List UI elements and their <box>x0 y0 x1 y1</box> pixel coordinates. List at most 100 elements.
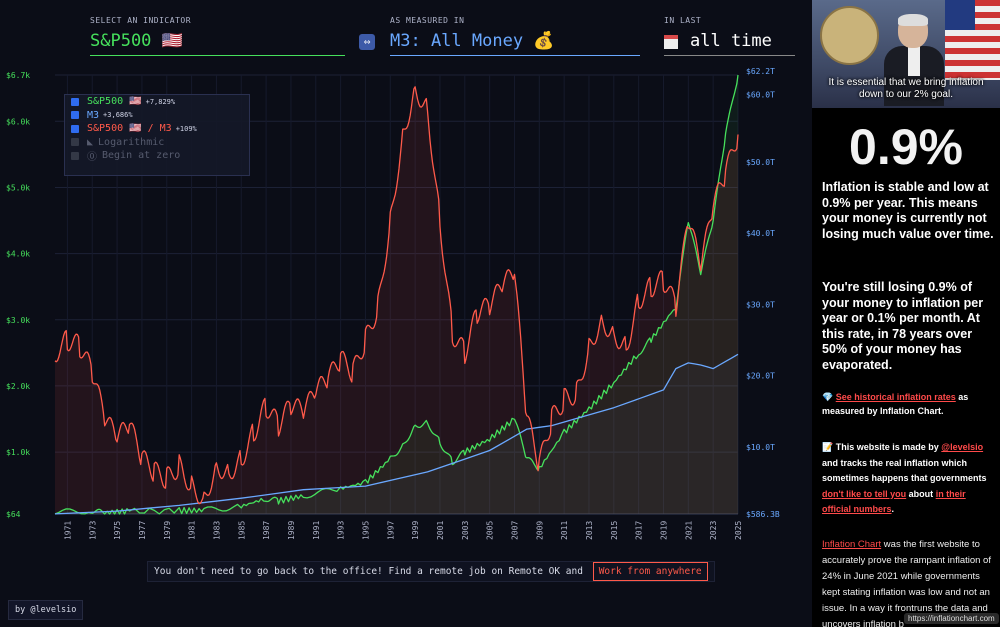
left-tick-label: $6.7k <box>6 71 30 80</box>
checkbox-checked-icon[interactable] <box>71 124 79 133</box>
right-tick-label: $30.0T <box>746 300 775 309</box>
left-tick-label: $4.0k <box>6 250 30 259</box>
legend-sp500-label: S&P500 🇺🇸 <box>87 96 142 108</box>
banner-text: You don't need to go back to the office!… <box>154 566 583 577</box>
historical-paragraph: 💎 See historical inflation rates as meas… <box>822 392 969 416</box>
series-line <box>54 74 739 515</box>
left-tick-label: $6.0k <box>6 117 30 126</box>
x-tick-label: 2013 <box>585 521 594 540</box>
x-tick-label: 2009 <box>535 521 544 540</box>
quote-caption: It is essential that we bring inflation … <box>828 77 984 100</box>
right-axis-labels: $62.2T $60.0T $50.0T $40.0T $30.0T $20.0T $10.… <box>746 67 780 519</box>
swap-arrows-icon[interactable]: ⇔ <box>359 34 375 50</box>
inflation-chart-link[interactable]: Inflation Chart <box>822 539 882 550</box>
loss-paragraph: You're still losing 0.9% of your money t… <box>822 280 984 372</box>
calendar-icon <box>664 35 678 49</box>
legend-begin-zero[interactable]: ⓪ Begin at zero <box>65 149 249 163</box>
x-tick-label: 2015 <box>610 521 619 540</box>
checkbox-checked-icon[interactable] <box>71 97 79 106</box>
zero-icon: ⓪ <box>87 152 97 164</box>
right-tick-label: $62.2T <box>746 67 775 76</box>
right-tick-label: $50.0T <box>746 158 775 167</box>
indicator-selector[interactable]: SELECT AN INDICATOR S&P500 🇺🇸 <box>90 16 345 56</box>
x-tick-label: 1979 <box>163 521 172 540</box>
chart-panel: SELECT AN INDICATOR S&P500 🇺🇸 ⇔ AS MEASU… <box>0 0 812 620</box>
us-flag-icon <box>945 0 1000 80</box>
measure-selector[interactable]: AS MEASURED IN M3: All Money 💰 <box>390 16 640 56</box>
chart-icon: ◣ <box>87 136 94 148</box>
left-tick-label: $1.0k <box>6 448 30 457</box>
measure-label: AS MEASURED IN <box>390 16 465 25</box>
legend-logarithmic[interactable]: ◣ Logarithmic <box>65 136 249 150</box>
about-paragraph: 📝 This website is made by @levelsio and … <box>822 442 987 515</box>
x-tick-label: 1981 <box>188 521 197 540</box>
period-value[interactable]: all time <box>664 31 795 56</box>
chart-areas <box>55 75 738 515</box>
right-tick-label: $586.3B <box>746 510 780 519</box>
series-line <box>54 353 739 515</box>
legend-sp500[interactable]: S&P500 🇺🇸 +7,829% <box>65 95 249 109</box>
chart-lines <box>54 74 739 515</box>
memo-icon: 📝 <box>822 442 834 452</box>
levelsio-link[interactable]: @levelsio <box>941 442 984 452</box>
x-tick-label: 2001 <box>436 521 445 540</box>
fed-chair-photo: It is essential that we bring inflation … <box>812 0 1000 108</box>
series-area <box>55 86 738 515</box>
series-area <box>55 75 738 514</box>
x-tick-label: 1977 <box>138 521 147 540</box>
x-tick-label: 1985 <box>237 521 246 540</box>
legend-m3-label: M3 <box>87 109 100 121</box>
period-label: IN LAST <box>664 16 702 25</box>
legend-logarithmic-label: Logarithmic <box>98 136 165 148</box>
historical-rates-link[interactable]: See historical inflation rates <box>835 392 956 402</box>
x-tick-label: 1971 <box>63 521 72 540</box>
x-tick-label: 1987 <box>262 521 271 540</box>
history-paragraph: Inflation Chart was the first website to… <box>822 539 991 627</box>
left-tick-label: $64 <box>6 510 21 519</box>
period-selector[interactable]: IN LAST all time <box>664 16 795 56</box>
official-numbers-link[interactable]: in their official numbers <box>822 488 966 515</box>
indicator-label: SELECT AN INDICATOR <box>90 16 192 25</box>
legend-begin-zero-label: Begin at zero <box>102 150 181 162</box>
dont-tell-link[interactable]: don't like to tell you <box>822 488 907 499</box>
x-tick-label: 2011 <box>560 521 569 540</box>
right-tick-label: $10.0T <box>746 443 775 452</box>
x-tick-label: 2007 <box>510 521 519 540</box>
legend-ratio-pct: +109% <box>175 124 197 133</box>
x-tick-label: 2005 <box>486 521 495 540</box>
right-tick-label: $20.0T <box>746 372 775 381</box>
x-tick-label: 1973 <box>88 521 97 540</box>
indicator-value[interactable]: S&P500 🇺🇸 <box>90 31 345 56</box>
x-tick-label: 1993 <box>337 521 346 540</box>
legend-sp500-pct: +7,829% <box>145 97 176 106</box>
series-area <box>55 354 738 514</box>
speaker-figure <box>884 14 944 106</box>
x-tick-label: 2017 <box>635 521 644 540</box>
legend-m3-pct: +3,686% <box>103 111 133 120</box>
right-tick-label: $60.0T <box>746 91 775 100</box>
x-tick-label: 1989 <box>287 521 296 540</box>
x-tick-label: 1999 <box>411 521 420 540</box>
legend-ratio[interactable]: S&P500 🇺🇸 / M3 +109% <box>65 122 249 136</box>
x-tick-label: 2003 <box>461 521 470 540</box>
x-tick-label: 2025 <box>734 521 743 540</box>
x-tick-label: 2023 <box>709 521 718 540</box>
checkbox-unchecked-icon[interactable] <box>71 138 79 147</box>
measure-value[interactable]: M3: All Money 💰 <box>390 31 640 56</box>
x-tick-label: 2019 <box>659 521 668 540</box>
series-line <box>54 86 739 505</box>
left-tick-label: $3.0k <box>6 316 30 325</box>
byline-badge[interactable]: by @levelsio <box>8 600 84 620</box>
x-tick-label: 1991 <box>312 521 321 540</box>
checkbox-checked-icon[interactable] <box>71 111 79 120</box>
line-chart[interactable]: $6.7k $6.0k $5.0k $4.0k $3.0k $2.0k $1.0k $64 $… <box>0 0 812 560</box>
inflation-rate: 0.9% <box>849 119 963 175</box>
legend-ratio-label: S&P500 🇺🇸 / M3 <box>87 123 172 135</box>
gem-icon: 💎 <box>822 392 834 402</box>
remote-job-banner: You don't need to go back to the office!… <box>147 561 715 582</box>
legend-m3[interactable]: M3 +3,686% <box>65 109 249 123</box>
work-from-anywhere-button[interactable]: Work from anywhere <box>592 562 708 581</box>
checkbox-unchecked-icon[interactable] <box>71 151 79 160</box>
chart-legend: S&P500 🇺🇸 +7,829% M3 +3,686% S&P500 🇺🇸 /… <box>64 94 250 176</box>
left-axis-labels: $6.7k $6.0k $5.0k $4.0k $3.0k $2.0k $1.0k $64 <box>6 71 30 519</box>
